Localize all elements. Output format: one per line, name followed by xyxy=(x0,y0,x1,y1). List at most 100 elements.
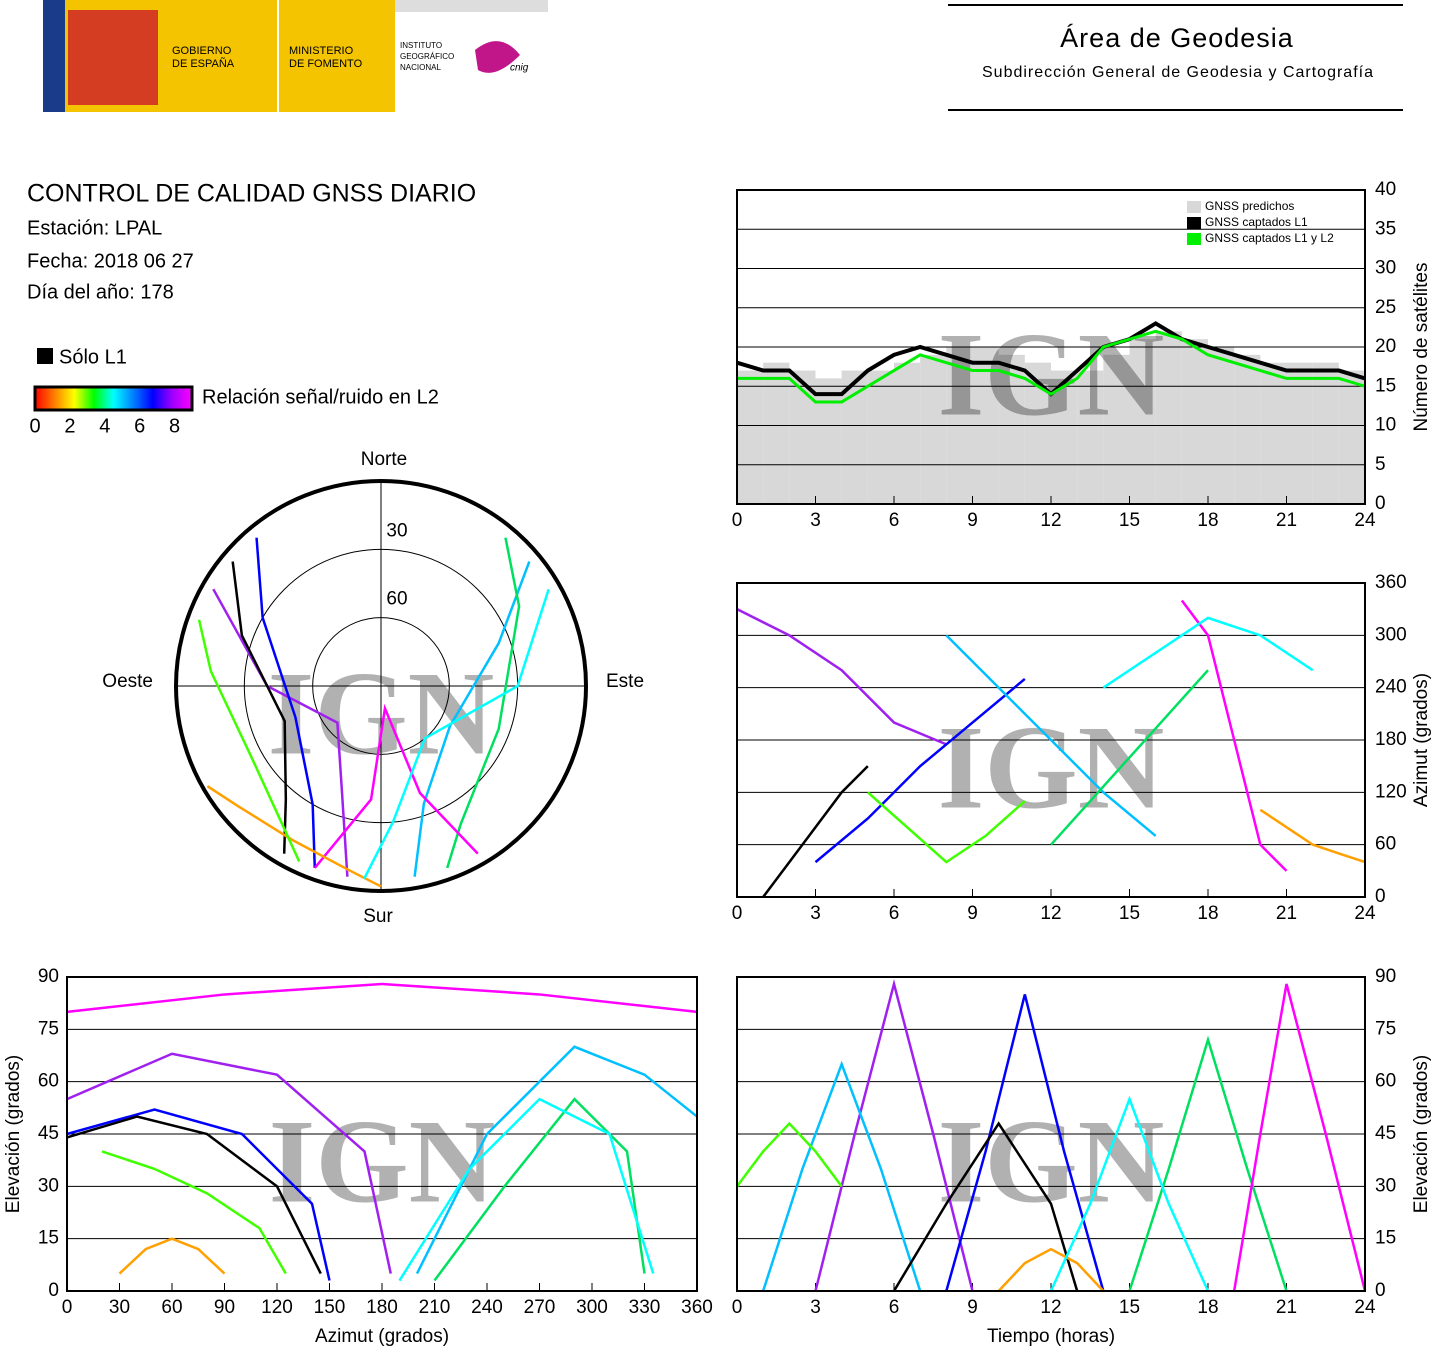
x-tick-label: 240 xyxy=(471,1297,503,1318)
x-tick-label: 360 xyxy=(681,1297,713,1318)
x-tick-label: 3 xyxy=(810,510,821,531)
y-tick-label: 300 xyxy=(1375,624,1407,645)
legend-swatch xyxy=(1187,233,1201,245)
x-tick-label: 24 xyxy=(1354,1297,1376,1318)
watermark: IGN xyxy=(269,1095,496,1228)
y-tick-label: 15 xyxy=(38,1228,59,1249)
predicted-bar xyxy=(998,354,1025,504)
plot-frame xyxy=(736,582,1366,898)
track xyxy=(1050,669,1209,846)
track xyxy=(66,1108,331,1281)
track xyxy=(66,982,698,1014)
x-tick-label: 15 xyxy=(1119,510,1140,531)
ring-label: 30 xyxy=(386,520,407,541)
predicted-bar xyxy=(1181,339,1208,504)
legend-label: GNSS captados L1 xyxy=(1205,215,1308,229)
x-tick-label: 150 xyxy=(314,1297,346,1318)
y-tick-label: 15 xyxy=(1375,1228,1396,1249)
x-tick-label: 12 xyxy=(1040,903,1061,924)
track xyxy=(1102,616,1314,689)
x-tick-label: 300 xyxy=(576,1297,608,1318)
x-tick-label: 30 xyxy=(109,1297,130,1318)
x-axis-label: Tiempo (horas) xyxy=(987,1326,1115,1347)
x-tick-label: 21 xyxy=(1276,510,1297,531)
y-tick-label: 45 xyxy=(38,1123,59,1144)
sky-track xyxy=(255,537,317,868)
x-tick-label: 0 xyxy=(732,1297,743,1318)
track xyxy=(997,1247,1105,1292)
east-label: Este xyxy=(606,671,644,692)
y-tick-label: 5 xyxy=(1375,454,1386,475)
y-tick-label: 10 xyxy=(1375,415,1396,436)
ministry-text: DE FOMENTO xyxy=(289,58,363,70)
cnig-text: cnig xyxy=(510,63,529,74)
track xyxy=(1128,1035,1288,1292)
track xyxy=(1232,983,1367,1292)
x-tick-label: 15 xyxy=(1119,1297,1140,1318)
y-tick-label: 30 xyxy=(1375,258,1396,279)
x-tick-label: 270 xyxy=(524,1297,556,1318)
x-tick-label: 9 xyxy=(967,510,978,531)
y-tick-label: 360 xyxy=(1375,572,1407,593)
track xyxy=(762,765,869,898)
logo-strip xyxy=(395,0,548,12)
y-tick-label: 60 xyxy=(1375,834,1396,855)
y-tick-label: 180 xyxy=(1375,729,1407,750)
x-tick-label: 90 xyxy=(214,1297,235,1318)
colorbar xyxy=(33,385,194,412)
area-subtitle: Subdirección General de Geodesia y Carto… xyxy=(982,64,1374,81)
x-tick-label: 6 xyxy=(889,510,900,531)
track xyxy=(101,1150,287,1275)
sky-track xyxy=(197,619,301,862)
x-tick-label: 180 xyxy=(366,1297,398,1318)
x-tick-label: 6 xyxy=(889,1297,900,1318)
track xyxy=(735,1121,843,1188)
x-tick-label: 24 xyxy=(1354,510,1376,531)
plot-frame xyxy=(736,976,1366,1292)
west-label: Oeste xyxy=(102,671,153,692)
legend-label: GNSS captados L1 y L2 xyxy=(1205,231,1334,245)
plot-frame xyxy=(736,189,1366,505)
x-tick-label: 120 xyxy=(261,1297,293,1318)
y-axis-label: Elevación (grados) xyxy=(1411,1055,1432,1213)
ring-label: 60 xyxy=(386,589,407,610)
x-tick-label: 12 xyxy=(1040,1297,1061,1318)
count-line xyxy=(737,329,1366,404)
north-label: Norte xyxy=(361,449,407,470)
y-tick-label: 75 xyxy=(38,1018,59,1039)
y-axis-label: Elevación (grados) xyxy=(3,1055,24,1213)
y-tick-label: 60 xyxy=(1375,1071,1396,1092)
x-tick-label: 330 xyxy=(629,1297,661,1318)
x-tick-label: 210 xyxy=(419,1297,451,1318)
x-tick-label: 15 xyxy=(1119,903,1140,924)
track xyxy=(398,1097,655,1282)
predicted-bar xyxy=(1234,354,1261,504)
track xyxy=(1049,1095,1210,1292)
y-tick-label: 30 xyxy=(38,1175,59,1196)
horizon xyxy=(174,479,588,893)
predicted-bar xyxy=(867,370,894,504)
ign-logo xyxy=(475,41,520,73)
y-tick-label: 90 xyxy=(38,966,59,987)
colorbar-label: Relación señal/ruido en L2 xyxy=(202,386,439,408)
y-tick-label: 45 xyxy=(1375,1123,1396,1144)
station: Estación: LPAL xyxy=(27,217,162,239)
track xyxy=(945,994,1105,1292)
legend-swatch xyxy=(1187,201,1201,213)
sky-track xyxy=(413,561,531,877)
y-tick-label: 20 xyxy=(1375,336,1396,357)
x-tick-label: 3 xyxy=(810,1297,821,1318)
sky-track xyxy=(313,703,479,869)
sky-track xyxy=(363,588,550,880)
eu-flag xyxy=(43,0,65,112)
track xyxy=(761,1060,922,1292)
predicted-bar xyxy=(920,354,947,504)
predicted-bar xyxy=(1260,362,1287,504)
x-tick-label: 18 xyxy=(1197,510,1218,531)
colorbar-tick: 0 xyxy=(29,415,40,437)
predicted-bar xyxy=(763,362,790,504)
colorbar-tick: 8 xyxy=(169,415,180,437)
y-tick-label: 15 xyxy=(1375,375,1396,396)
x-tick-label: 9 xyxy=(967,1297,978,1318)
plot-frame xyxy=(66,976,698,1292)
